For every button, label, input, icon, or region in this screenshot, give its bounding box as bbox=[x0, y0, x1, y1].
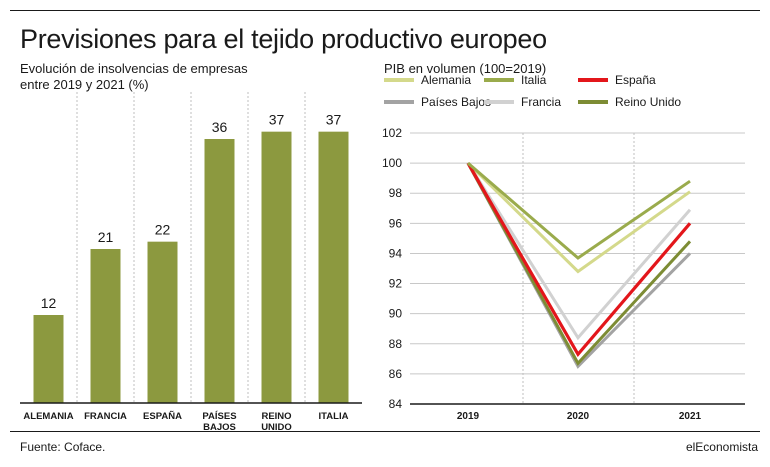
legend-label: Alemania bbox=[421, 73, 472, 87]
legend-swatch bbox=[484, 78, 514, 82]
bar bbox=[90, 249, 121, 403]
bar-category-label: FRANCIA bbox=[84, 411, 127, 422]
bar-value-label: 37 bbox=[269, 112, 285, 128]
source-note: Fuente: Coface. bbox=[20, 440, 106, 454]
bar-value-label: 22 bbox=[155, 222, 171, 238]
legend-label: Países Bajos bbox=[421, 95, 492, 109]
bar bbox=[204, 139, 235, 403]
top-rule bbox=[10, 10, 760, 11]
bar bbox=[261, 131, 292, 403]
bar-category-label: UNIDO bbox=[261, 422, 292, 433]
legend-label: Reino Unido bbox=[615, 95, 682, 109]
bar-subtitle-line-1: Evolución de insolvencias de empresas bbox=[20, 61, 248, 76]
bar bbox=[318, 131, 349, 403]
legend-item: España bbox=[578, 73, 656, 87]
legend-item: Países Bajos bbox=[384, 95, 491, 109]
bar-category-label: PAÍSES bbox=[202, 411, 236, 422]
bar-category-label: ESPAÑA bbox=[143, 411, 182, 422]
line-chart-subtitle: PIB en volumen (100=2019) bbox=[384, 61, 547, 76]
legend-swatch bbox=[384, 100, 414, 104]
legend-swatch bbox=[578, 78, 608, 82]
bar-value-label: 12 bbox=[41, 295, 57, 311]
bar-value-label: 37 bbox=[326, 112, 342, 128]
bar bbox=[147, 241, 178, 403]
bottom-rule bbox=[10, 431, 760, 432]
bar-value-label: 21 bbox=[98, 229, 114, 245]
legend-label: Francia bbox=[521, 95, 562, 109]
bar-value-label: 36 bbox=[212, 119, 228, 135]
legend-swatch bbox=[484, 100, 514, 104]
bar-category-label: BAJOS bbox=[203, 422, 236, 433]
legend-item: Italia bbox=[484, 73, 546, 87]
legend-swatch bbox=[578, 100, 608, 104]
legend-item: Reino Unido bbox=[578, 95, 681, 109]
page-title: Previsiones para el tejido productivo eu… bbox=[20, 24, 547, 54]
bar-subtitle-line-2: entre 2019 y 2021 (%) bbox=[20, 77, 149, 92]
legend-swatch bbox=[384, 78, 414, 82]
bar-category-label: REINO bbox=[261, 411, 291, 422]
bar-category-label: ITALIA bbox=[319, 411, 349, 422]
bar-chart-subtitle: Evolución de insolvencias de empresas en… bbox=[20, 61, 248, 93]
legend-item: Alemania bbox=[384, 73, 471, 87]
legend-label: Italia bbox=[521, 73, 547, 87]
legend-item: Francia bbox=[484, 95, 561, 109]
legend-label: España bbox=[615, 73, 656, 87]
bar bbox=[33, 315, 64, 403]
brand-label: elEconomista bbox=[685, 440, 758, 454]
bar-category-label: ALEMANIA bbox=[23, 411, 73, 422]
